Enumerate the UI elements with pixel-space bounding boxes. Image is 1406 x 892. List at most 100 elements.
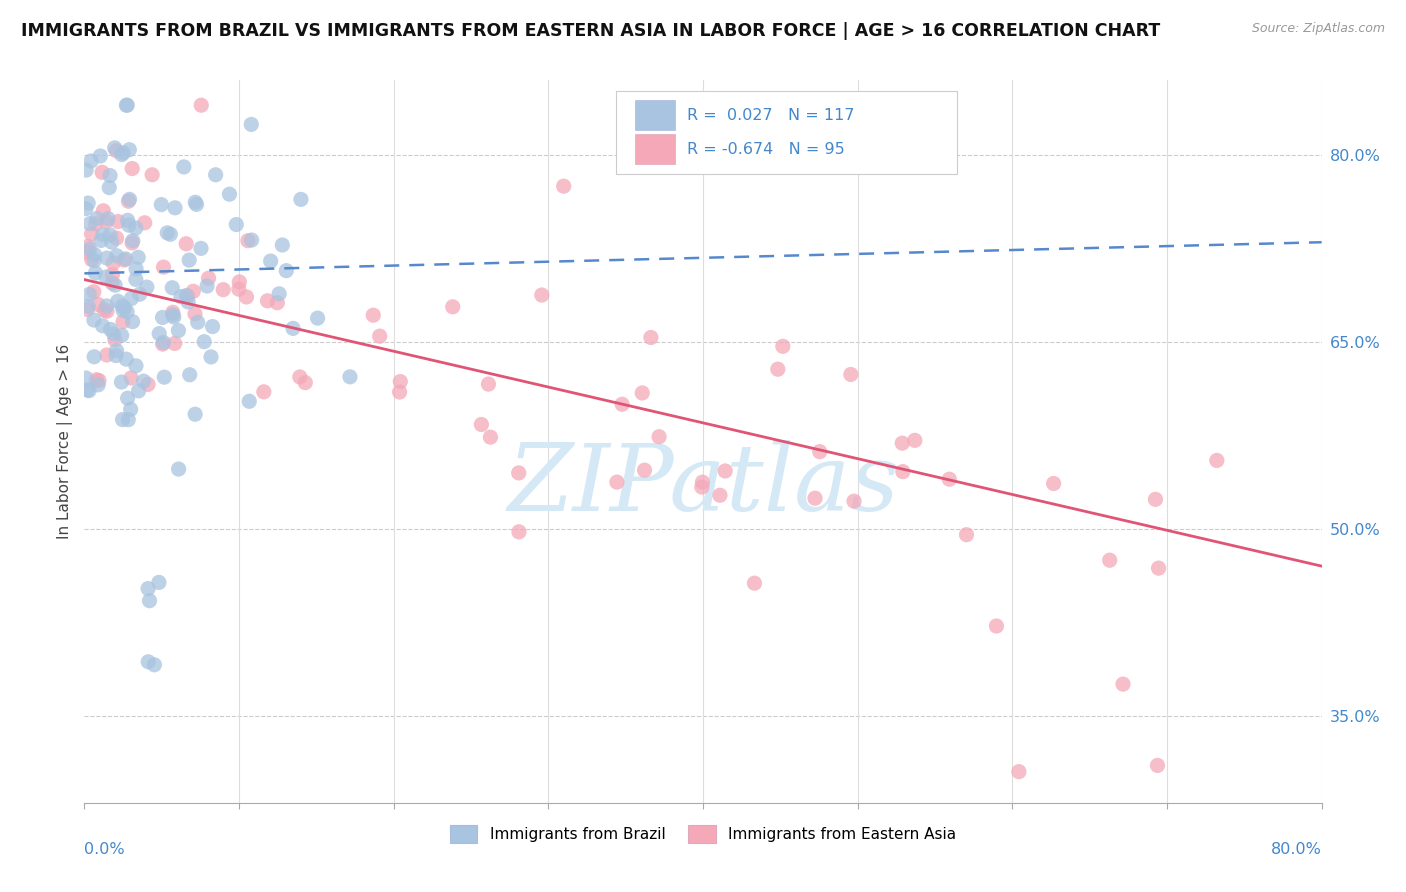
Point	[90, 234, 112, 248]
Point	[103, 256, 125, 270]
Point	[361, 308, 384, 322]
Point	[159, 227, 181, 242]
Point	[253, 384, 276, 399]
Point	[195, 279, 218, 293]
Point	[141, 168, 163, 182]
Point	[83, 253, 105, 268]
Point	[125, 221, 148, 235]
Point	[904, 434, 927, 448]
Point	[79, 287, 101, 301]
Point	[709, 488, 731, 502]
Point	[77, 299, 100, 313]
Point	[105, 144, 128, 158]
Point	[105, 343, 128, 358]
Point	[240, 233, 263, 247]
Point	[530, 288, 553, 302]
Point	[177, 294, 200, 309]
Point	[163, 336, 186, 351]
Point	[174, 236, 197, 251]
Point	[86, 211, 108, 226]
Point	[152, 260, 174, 274]
Point	[167, 324, 190, 338]
Point	[804, 491, 827, 506]
Point	[388, 385, 411, 400]
Point	[105, 249, 128, 263]
Point	[121, 161, 143, 176]
Point	[120, 402, 142, 417]
Point	[606, 475, 628, 489]
Point	[1008, 764, 1031, 779]
Point	[179, 368, 201, 382]
Point	[228, 282, 250, 296]
Point	[107, 214, 129, 228]
Point	[87, 377, 110, 392]
Point	[170, 290, 193, 304]
Point	[143, 657, 166, 672]
Point	[77, 384, 100, 398]
Point	[148, 575, 170, 590]
Point	[105, 231, 128, 245]
Point	[553, 179, 575, 194]
Point	[1112, 677, 1135, 691]
Point	[114, 252, 136, 266]
Point	[692, 475, 714, 490]
Point	[163, 310, 186, 324]
Point	[121, 315, 143, 329]
Y-axis label: In Labor Force | Age > 16: In Labor Force | Age > 16	[58, 344, 73, 539]
Point	[111, 147, 134, 161]
Point	[76, 302, 98, 317]
Point	[107, 294, 129, 309]
Point	[111, 299, 134, 313]
Point	[167, 462, 190, 476]
Point	[80, 227, 103, 241]
Point	[714, 464, 737, 478]
Point	[117, 391, 139, 405]
Point	[152, 335, 174, 350]
Point	[1146, 758, 1168, 772]
Point	[100, 322, 122, 336]
Point	[110, 375, 132, 389]
Point	[190, 241, 212, 255]
Point	[112, 315, 135, 329]
Point	[197, 271, 219, 285]
Point	[83, 247, 105, 261]
Point	[173, 160, 195, 174]
Point	[89, 149, 111, 163]
Point	[117, 194, 139, 209]
Text: ZIPatlas: ZIPatlas	[508, 440, 898, 530]
Point	[125, 261, 148, 276]
Point	[631, 386, 654, 401]
Point	[339, 369, 361, 384]
Point	[120, 292, 142, 306]
Point	[94, 269, 117, 284]
Point	[96, 251, 118, 265]
Point	[269, 286, 291, 301]
Point	[610, 397, 633, 411]
Point	[266, 295, 288, 310]
Point	[218, 187, 240, 202]
Point	[97, 211, 120, 226]
Text: IMMIGRANTS FROM BRAZIL VS IMMIGRANTS FROM EASTERN ASIA IN LABOR FORCE | AGE > 16: IMMIGRANTS FROM BRAZIL VS IMMIGRANTS FRO…	[21, 22, 1160, 40]
Point	[162, 308, 184, 322]
Point	[91, 318, 114, 333]
Point	[118, 218, 141, 232]
Point	[103, 326, 125, 341]
Point	[744, 576, 766, 591]
Point	[152, 337, 174, 351]
Point	[389, 375, 412, 389]
Point	[470, 417, 492, 432]
Point	[83, 313, 105, 327]
Point	[276, 263, 298, 277]
Text: Source: ZipAtlas.com: Source: ZipAtlas.com	[1251, 22, 1385, 36]
Point	[152, 310, 174, 325]
Point	[235, 290, 257, 304]
Point	[80, 252, 103, 267]
Point	[163, 201, 186, 215]
Point	[96, 214, 118, 228]
Point	[84, 266, 107, 280]
Point	[184, 195, 207, 210]
Text: 80.0%: 80.0%	[1271, 842, 1322, 856]
Point	[1042, 476, 1064, 491]
Point	[508, 466, 530, 480]
Point	[479, 430, 502, 444]
